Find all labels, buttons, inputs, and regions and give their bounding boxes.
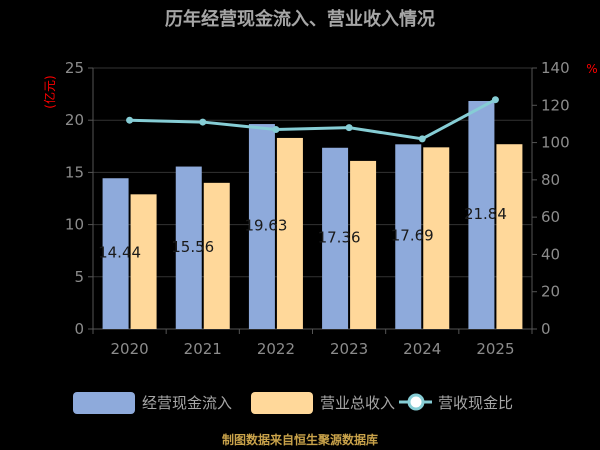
ratio-point	[199, 118, 207, 126]
legend-marker-ratio	[407, 393, 425, 411]
x-tick-label: 2025	[476, 340, 514, 358]
right-tick-label: 40	[541, 245, 560, 263]
source-note: 制图数据来自恒生聚源数据库	[222, 432, 378, 447]
bar-cash-inflow	[395, 144, 422, 329]
x-axis-ticks: 2020 2021 2022 2023 2024 2025	[92, 329, 533, 358]
chart-title: 历年经营现金流入、营业收入情况	[165, 8, 435, 30]
bar-total-revenue	[496, 144, 523, 329]
legend-label-total-revenue: 营业总收入	[320, 394, 395, 412]
right-tick-label: 0	[541, 320, 551, 338]
left-tick-label: 15	[65, 163, 84, 181]
legend-label-ratio: 营收现金比	[438, 394, 513, 412]
left-axis-ticks: 0 5 10 15 20 25	[65, 59, 93, 338]
right-tick-label: 120	[541, 96, 570, 114]
legend: 经营现金流入 营业总收入 营收现金比	[73, 392, 513, 414]
right-tick-label: 80	[541, 171, 560, 189]
right-tick-label: 60	[541, 208, 560, 226]
x-tick-label: 2024	[403, 340, 441, 358]
bar-total-revenue	[423, 147, 450, 329]
ratio-point	[418, 135, 426, 143]
bar-labels: 14.44 15.56 19.63 17.36 17.69 21.84	[98, 205, 507, 262]
left-axis-unit: (亿元)	[42, 75, 57, 108]
bar-value-label: 17.36	[318, 228, 361, 246]
ratio-point	[491, 96, 499, 104]
ratio-point	[272, 126, 280, 134]
ratio-point	[345, 124, 353, 132]
bar-total-revenue	[203, 182, 230, 329]
right-tick-label: 100	[541, 134, 570, 152]
left-tick-label: 25	[65, 59, 84, 77]
x-tick-label: 2020	[110, 340, 148, 358]
x-tick-label: 2023	[330, 340, 368, 358]
left-tick-label: 10	[65, 216, 84, 234]
right-axis-ticks: 0 20 40 60 80 100 120 140	[532, 59, 570, 338]
ratio-point	[126, 116, 134, 124]
bar-value-label: 14.44	[98, 244, 141, 262]
left-tick-label: 20	[65, 111, 84, 129]
right-tick-label: 140	[541, 59, 570, 77]
legend-swatch-cash-inflow	[73, 392, 135, 414]
bar-total-revenue	[276, 137, 303, 329]
x-tick-label: 2021	[184, 340, 222, 358]
x-tick-label: 2022	[257, 340, 295, 358]
ratio-line-path	[129, 98, 497, 141]
bar-cash-inflow	[248, 124, 275, 329]
bar-total-revenue	[350, 160, 377, 329]
bar-value-label: 21.84	[464, 205, 507, 223]
bar-cash-inflow	[175, 166, 202, 329]
bar-value-label: 19.63	[244, 217, 287, 235]
right-axis-unit: %	[586, 62, 597, 76]
legend-label-cash-inflow: 经营现金流入	[142, 394, 232, 412]
bar-cash-inflow	[102, 178, 129, 329]
legend-swatch-total-revenue	[251, 392, 313, 414]
bar-cash-inflow	[322, 147, 349, 329]
bar-value-label: 15.56	[171, 238, 214, 256]
bars	[102, 100, 523, 329]
bar-value-label: 17.69	[391, 227, 434, 245]
left-tick-label: 5	[74, 268, 84, 286]
left-tick-label: 0	[74, 320, 84, 338]
bar-total-revenue	[130, 194, 157, 329]
grid-lines	[92, 67, 533, 330]
bar-cash-inflow	[468, 100, 495, 329]
ratio-line	[126, 96, 499, 143]
right-tick-label: 20	[541, 283, 560, 301]
